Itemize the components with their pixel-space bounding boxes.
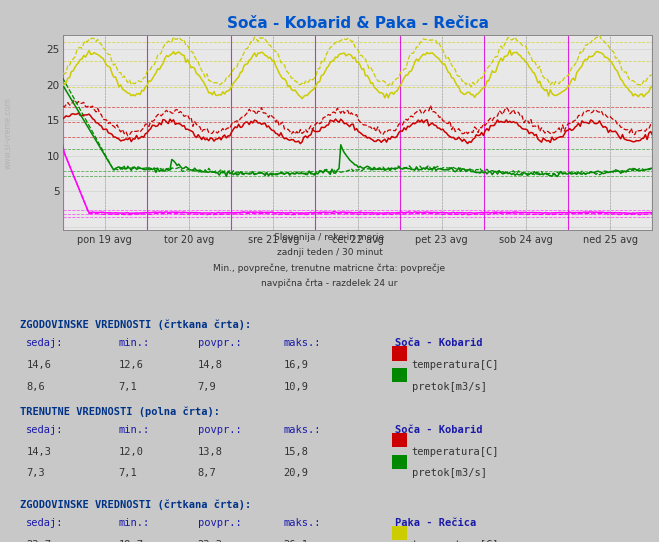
FancyBboxPatch shape (392, 433, 407, 447)
Text: 8,7: 8,7 (198, 468, 216, 478)
Text: 14,8: 14,8 (198, 360, 223, 370)
Text: maks.:: maks.: (283, 338, 321, 348)
Text: 15,8: 15,8 (283, 447, 308, 456)
Text: 7,3: 7,3 (26, 468, 45, 478)
Text: temperatura[C]: temperatura[C] (412, 539, 500, 542)
Text: maks.:: maks.: (283, 518, 321, 528)
Text: sedaj:: sedaj: (26, 338, 64, 348)
Text: 12,0: 12,0 (119, 447, 144, 456)
Text: povpr.:: povpr.: (198, 425, 241, 435)
Text: min.:: min.: (119, 338, 150, 348)
Text: 7,9: 7,9 (198, 382, 216, 392)
Text: 20,9: 20,9 (283, 468, 308, 478)
Text: pretok[m3/s]: pretok[m3/s] (412, 382, 487, 392)
Text: 23,7: 23,7 (26, 539, 51, 542)
FancyBboxPatch shape (392, 368, 407, 383)
Text: povpr.:: povpr.: (198, 338, 241, 348)
Text: min.:: min.: (119, 425, 150, 435)
Text: povpr.:: povpr.: (198, 518, 241, 528)
Text: Soča - Kobarid: Soča - Kobarid (395, 338, 483, 348)
Text: ZGODOVINSKE VREDNOSTI (črtkana črta):: ZGODOVINSKE VREDNOSTI (črtkana črta): (20, 320, 251, 330)
Text: 23,3: 23,3 (198, 539, 223, 542)
Text: 19,7: 19,7 (119, 539, 144, 542)
FancyBboxPatch shape (392, 526, 407, 540)
FancyBboxPatch shape (392, 346, 407, 360)
Text: navpična črta - razdelek 24 ur: navpična črta - razdelek 24 ur (262, 279, 397, 288)
Text: 7,1: 7,1 (119, 382, 137, 392)
Text: Slovenija / reke in morje: Slovenija / reke in morje (274, 233, 385, 242)
Text: maks.:: maks.: (283, 425, 321, 435)
Text: 13,8: 13,8 (198, 447, 223, 456)
Text: sedaj:: sedaj: (26, 518, 64, 528)
Text: 16,9: 16,9 (283, 360, 308, 370)
FancyBboxPatch shape (392, 455, 407, 469)
Text: www.si-vreme.com: www.si-vreme.com (3, 97, 13, 169)
Text: TRENUTNE VREDNOSTI (polna črta):: TRENUTNE VREDNOSTI (polna črta): (20, 406, 219, 417)
Text: temperatura[C]: temperatura[C] (412, 360, 500, 370)
Text: min.:: min.: (119, 518, 150, 528)
Text: 14,3: 14,3 (26, 447, 51, 456)
Text: temperatura[C]: temperatura[C] (412, 447, 500, 456)
Title: Soča - Kobarid & Paka - Rečica: Soča - Kobarid & Paka - Rečica (227, 16, 488, 31)
Text: 7,1: 7,1 (119, 468, 137, 478)
Text: pretok[m3/s]: pretok[m3/s] (412, 468, 487, 478)
Text: 14,6: 14,6 (26, 360, 51, 370)
Text: 26,1: 26,1 (283, 539, 308, 542)
Text: 10,9: 10,9 (283, 382, 308, 392)
Text: Soča - Kobarid: Soča - Kobarid (395, 425, 483, 435)
Text: 12,6: 12,6 (119, 360, 144, 370)
Text: sedaj:: sedaj: (26, 425, 64, 435)
Text: zadnji teden / 30 minut: zadnji teden / 30 minut (277, 248, 382, 257)
Text: ZGODOVINSKE VREDNOSTI (črtkana črta):: ZGODOVINSKE VREDNOSTI (črtkana črta): (20, 499, 251, 509)
Text: Min., povprečne, trenutne matricne črta: povprečje: Min., povprečne, trenutne matricne črta:… (214, 263, 445, 273)
Text: 8,6: 8,6 (26, 382, 45, 392)
Text: Paka - Rečica: Paka - Rečica (395, 518, 476, 528)
